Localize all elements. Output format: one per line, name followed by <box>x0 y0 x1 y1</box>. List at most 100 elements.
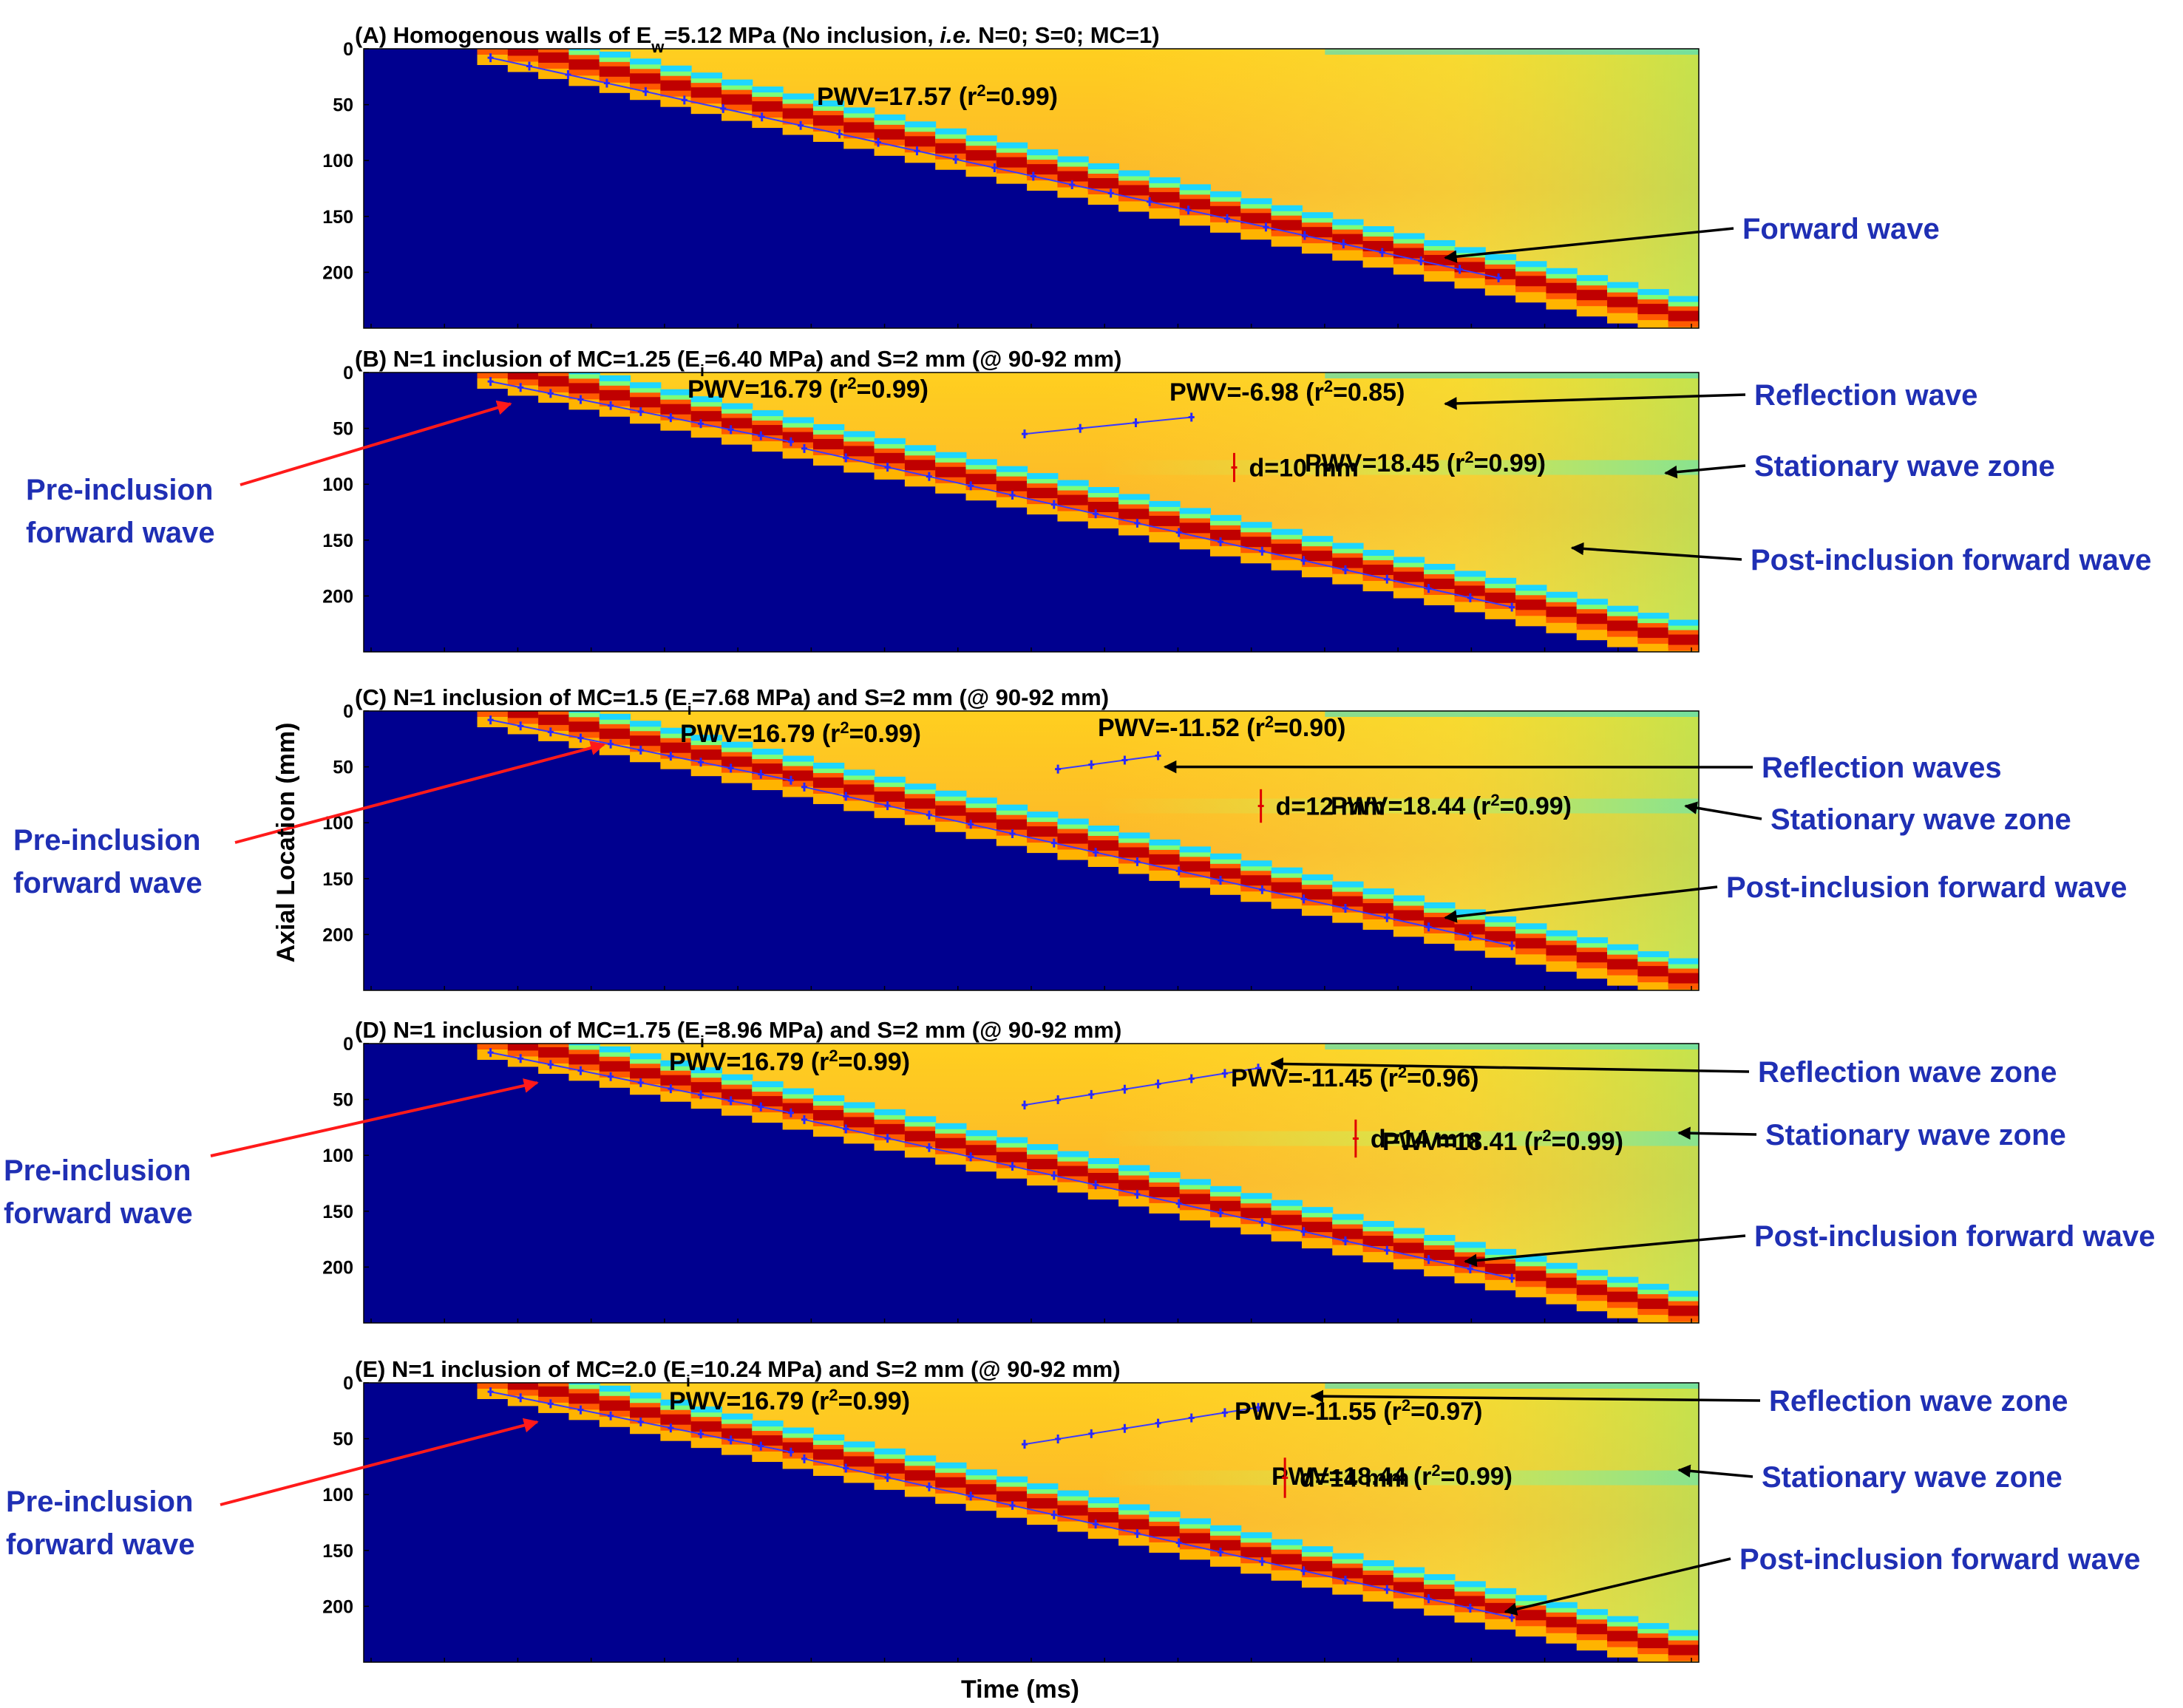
wavefront-step <box>1576 952 1609 966</box>
wavefront-step <box>1668 625 1699 633</box>
wavefront-step <box>843 113 875 121</box>
wavefront-step <box>752 1112 784 1123</box>
pre-inclusion-fit-marker <box>698 419 705 429</box>
pre-inclusion-fit-marker <box>487 1048 494 1058</box>
wavefront-step <box>538 714 570 728</box>
wavefront-step <box>904 814 937 826</box>
wavefront-step <box>1271 236 1303 247</box>
wavefront-step <box>1484 947 1517 958</box>
wavefront-step <box>996 810 1028 818</box>
annotation-label: Forward wave <box>1742 213 1940 245</box>
wavefront-step <box>1668 1305 1699 1319</box>
wavefront-step <box>996 173 1028 184</box>
wavefront-step <box>812 1440 845 1448</box>
post-inclusion-fit-marker <box>1050 1510 1057 1520</box>
pre-inclusion-label-line1: Pre-inclusion <box>4 1154 191 1187</box>
wavefront-step <box>935 1477 967 1491</box>
wavefront-step <box>690 741 723 749</box>
wavefront-step <box>1546 1268 1578 1276</box>
wavefront-step <box>1210 1556 1242 1567</box>
wavefront-step <box>1149 1186 1181 1200</box>
forward-fit-marker <box>1147 197 1153 206</box>
wavefront-step <box>722 747 753 755</box>
wavefront-step <box>1546 1607 1578 1616</box>
forward-fit-marker <box>1340 239 1347 249</box>
y-tick-label: 150 <box>322 1202 353 1222</box>
post-inclusion-fit-marker <box>968 820 974 829</box>
pre-inclusion-fit-marker <box>517 721 524 731</box>
wavefront-step <box>568 1393 600 1407</box>
wavefront-step <box>874 1123 906 1137</box>
wavefront-step <box>1087 1528 1120 1539</box>
wavefront-step <box>904 798 937 812</box>
wavefront-step <box>904 476 937 487</box>
heatmap-C <box>364 711 1699 990</box>
wavefront-step <box>1301 1213 1334 1221</box>
wavefront-step <box>1087 518 1120 528</box>
wavefront-step <box>1668 321 1699 328</box>
top-edge-strip <box>1325 372 1699 378</box>
wavefront-step <box>630 752 662 763</box>
wavefront-step <box>782 423 814 431</box>
wavefront-step <box>722 1105 753 1116</box>
wavefront-step <box>568 1045 600 1053</box>
wavefront-step <box>599 1416 631 1427</box>
wavefront-step <box>843 446 875 460</box>
forward-fit-marker <box>952 154 959 164</box>
wavefront-step <box>1515 1262 1547 1270</box>
wavefront-step <box>1454 1248 1486 1256</box>
y-tick-label: 150 <box>322 1541 353 1562</box>
wavefront-step <box>1149 1525 1181 1539</box>
wavefront-step <box>752 780 784 791</box>
wavefront-step <box>1271 1554 1303 1568</box>
wavefront-step <box>690 402 723 410</box>
wavefront-step <box>1210 520 1242 528</box>
post-inclusion-fit-marker <box>1259 1217 1266 1227</box>
wavefront-step <box>477 1049 509 1060</box>
wavefront-step <box>812 115 845 129</box>
wavefront-step <box>690 766 723 777</box>
panel-title-B: (B) N=1 inclusion of MC=1.25 (Ei=6.40 MP… <box>355 346 1121 380</box>
wavefront-step <box>599 406 631 417</box>
wavefront-step <box>660 1075 692 1089</box>
reflection-fit-marker <box>1021 1100 1028 1110</box>
wavefront-step <box>874 469 906 480</box>
post-inclusion-fit-marker <box>1300 556 1307 565</box>
wavefront-step <box>630 413 662 424</box>
wavefront-step <box>1271 1205 1303 1214</box>
post-inclusion-fit-marker <box>1134 857 1141 866</box>
wavefront-step <box>1637 957 1669 965</box>
wavefront-step <box>1607 959 1639 973</box>
wavefront-step <box>1668 983 1699 990</box>
wavefront-step <box>1515 591 1547 599</box>
wavefront-step <box>1576 968 1609 979</box>
forward-fit-marker <box>642 86 649 96</box>
wavefront-step <box>568 1384 600 1392</box>
wavefront-step <box>965 141 997 149</box>
post-inclusion-fit-label: PWV=18.41 (r2=0.99) <box>1382 1126 1623 1157</box>
x-axis-label: Time (ms) <box>961 1675 1079 1704</box>
wavefront-step <box>996 148 1028 156</box>
wavefront-step <box>660 1066 692 1074</box>
wavefront-step <box>630 727 662 735</box>
wavefront-step <box>1332 225 1364 233</box>
post-inclusion-fit-marker <box>1342 1576 1348 1585</box>
pre-inclusion-label-line1: Pre-inclusion <box>26 474 213 506</box>
wavefront-step <box>752 118 784 129</box>
wavefront-step <box>1301 880 1334 888</box>
wavefront-step <box>904 127 937 135</box>
post-inclusion-fit-marker <box>1009 490 1016 500</box>
wavefront-step <box>1271 882 1303 896</box>
wavefront-step <box>1393 1234 1425 1242</box>
wavefront-step <box>1149 531 1181 542</box>
wavefront-step <box>935 1137 967 1151</box>
pre-inclusion-fit-marker <box>517 383 524 392</box>
wavefront-step <box>1668 973 1699 987</box>
pre-inclusion-fit-marker <box>668 752 674 761</box>
annotation-label: Reflection wave zone <box>1769 1385 2068 1418</box>
wavefront-step <box>1576 1624 1609 1638</box>
wavefront-step <box>1210 1539 1242 1554</box>
wavefront-step <box>660 1405 692 1413</box>
y-tick-label: 100 <box>322 474 353 495</box>
wavefront-step <box>599 1391 631 1399</box>
